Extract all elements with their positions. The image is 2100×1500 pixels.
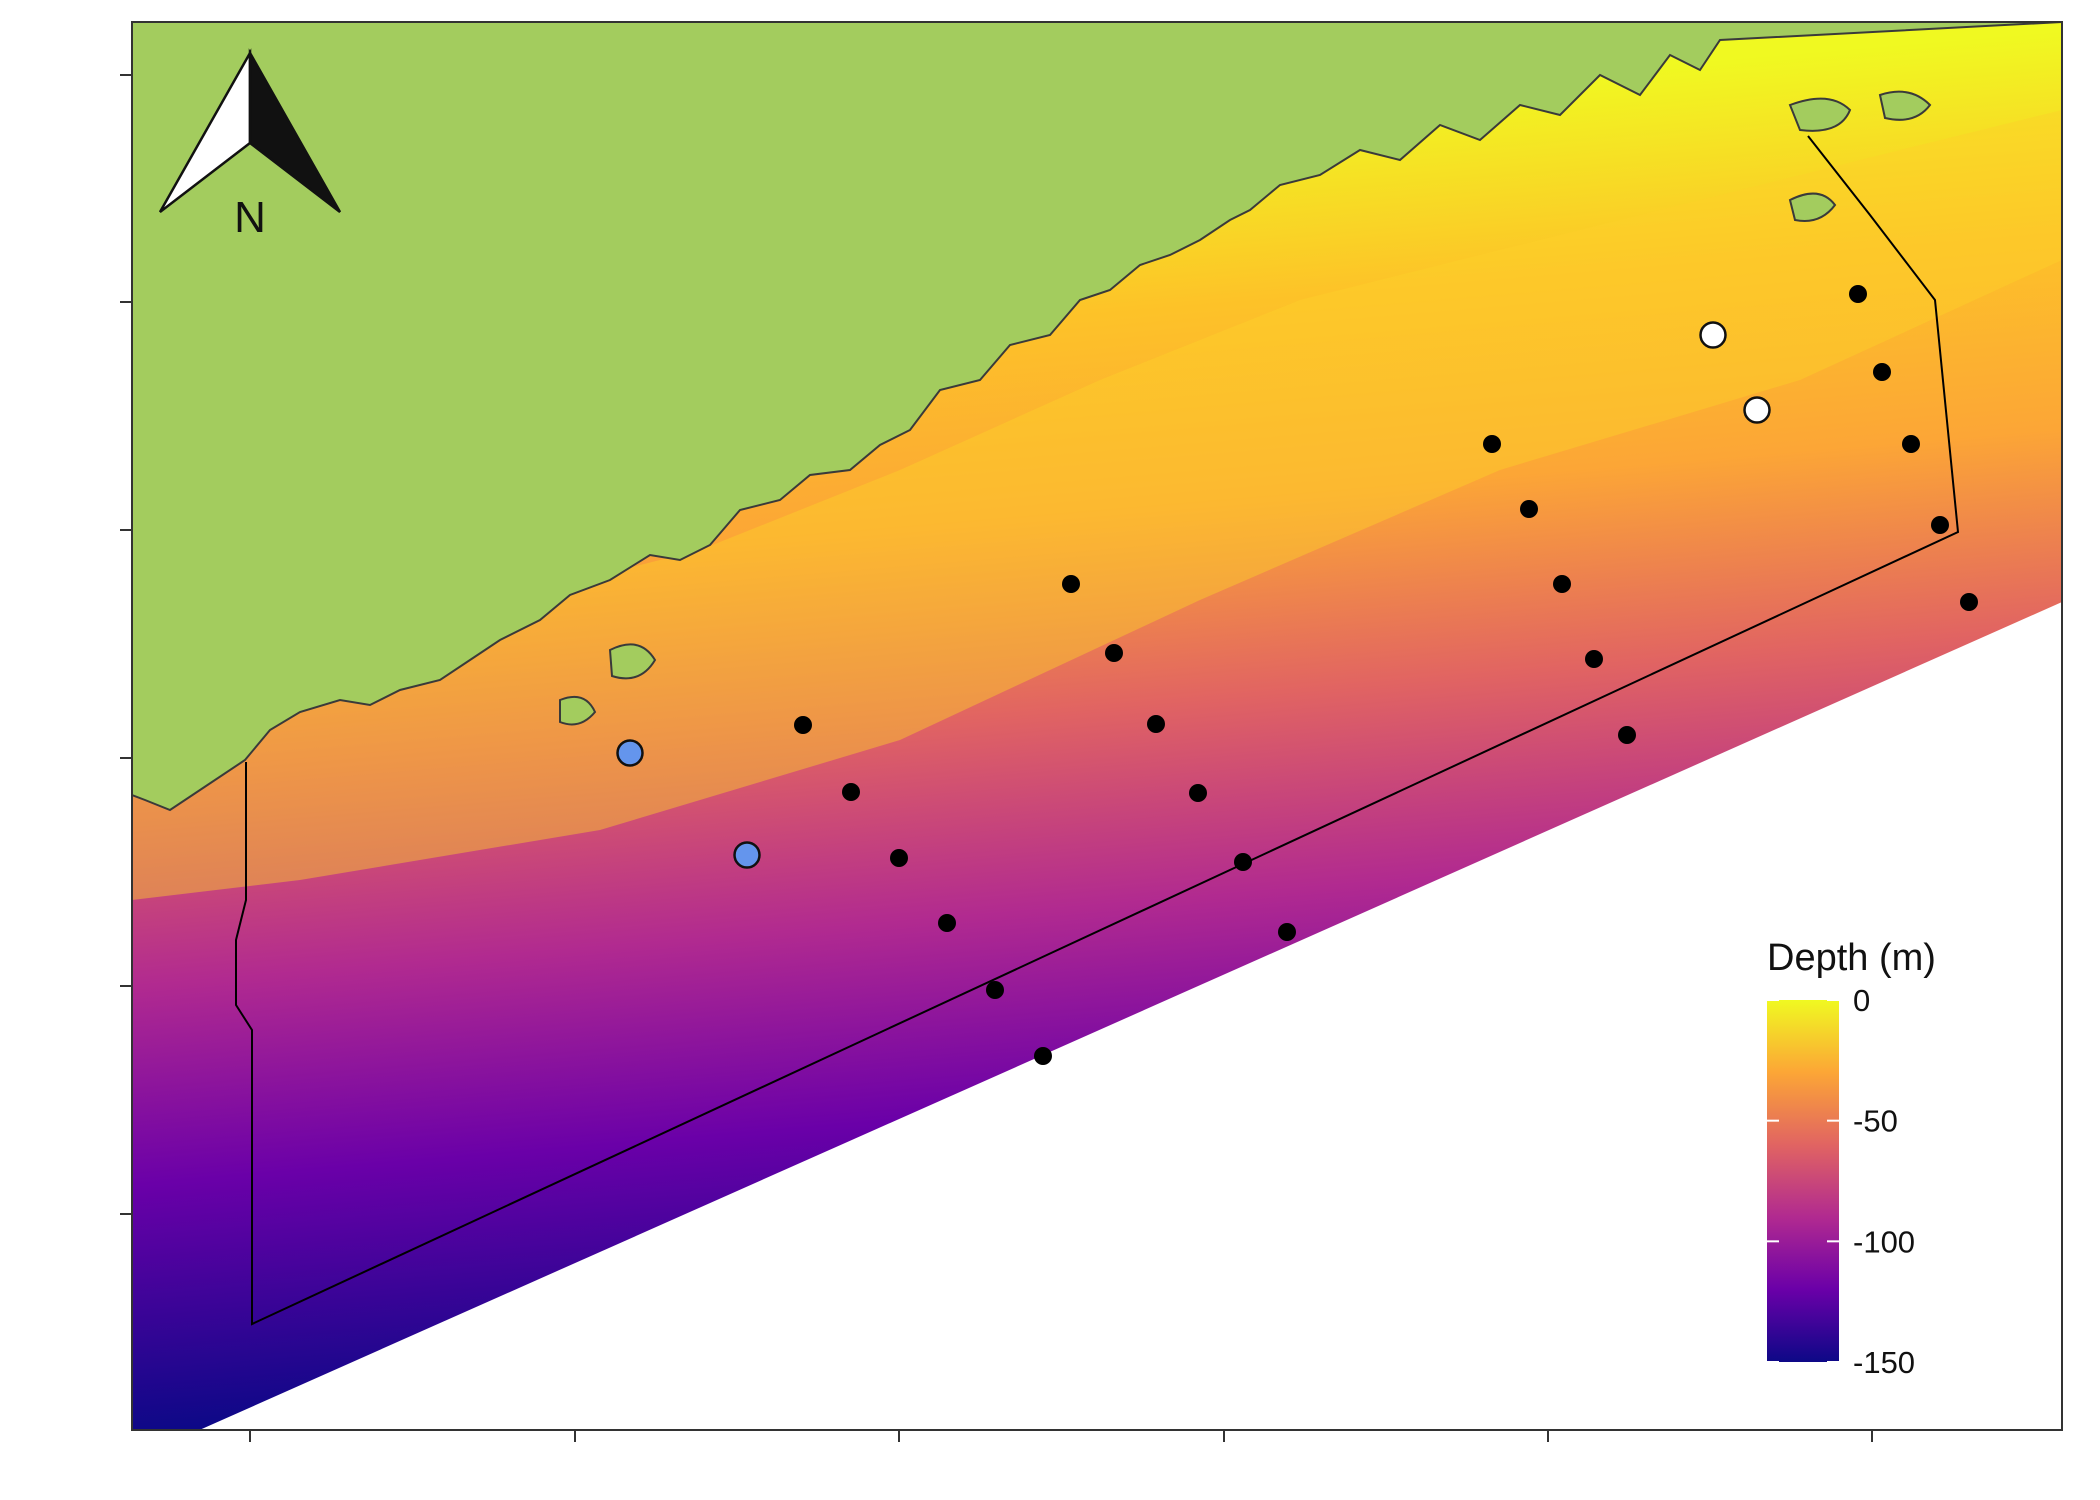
- station-point: [1699, 321, 1727, 349]
- station-point: [1849, 285, 1867, 303]
- island-5: [559, 696, 597, 726]
- station-point: [616, 739, 644, 767]
- island-2: [1878, 90, 1932, 121]
- station-point: [842, 783, 860, 801]
- legend-tick-label: 0: [1853, 983, 1870, 1018]
- station-point: [1278, 923, 1296, 941]
- station-point: [1234, 853, 1252, 871]
- station-point: [1147, 715, 1165, 733]
- legend-title: Depth (m): [1767, 937, 1936, 979]
- no-data-area: [199, 602, 2062, 1430]
- legend-colorbar: [1767, 1000, 1839, 1362]
- study-area-boundary: [235, 135, 1960, 1326]
- island-1: [1788, 97, 1852, 132]
- legend-tick-label: -150: [1853, 1345, 1915, 1380]
- station-point: [1902, 435, 1920, 453]
- station-point: [1062, 575, 1080, 593]
- station-point: [1743, 396, 1771, 424]
- north-arrow-label: N: [234, 193, 266, 242]
- station-point: [733, 841, 761, 869]
- legend-tick-label: -50: [1853, 1104, 1898, 1139]
- station-point: [1960, 593, 1978, 611]
- map-frame: [131, 21, 2063, 1431]
- island-3: [1788, 192, 1837, 222]
- station-point: [1931, 516, 1949, 534]
- station-point: [890, 849, 908, 867]
- station-point: [1553, 575, 1571, 593]
- x-axis-ticks: [249, 1430, 1873, 1442]
- depth-legend: Depth (m) 0 -50 -100 -150: [1767, 937, 1936, 1380]
- station-point: [1189, 784, 1207, 802]
- north-arrow: N: [158, 48, 342, 242]
- station-points: [616, 285, 1978, 1065]
- north-arrow-right-half: [248, 48, 342, 213]
- station-point: [1520, 500, 1538, 518]
- legend-ticks: 0 -50 -100 -150: [1767, 983, 1915, 1380]
- station-point: [1618, 726, 1636, 744]
- station-point: [1873, 363, 1891, 381]
- station-point: [1585, 650, 1603, 668]
- station-point: [1483, 435, 1501, 453]
- station-point: [986, 981, 1004, 999]
- station-point: [938, 914, 956, 932]
- shallow-coastal-band: [132, 110, 2062, 900]
- island-4: [608, 643, 657, 680]
- station-point: [1034, 1047, 1052, 1065]
- land-mass: [132, 22, 2062, 812]
- legend-tick-label: -100: [1853, 1224, 1915, 1259]
- station-point: [794, 716, 812, 734]
- y-axis-ticks: [120, 74, 132, 1215]
- station-point: [1105, 644, 1123, 662]
